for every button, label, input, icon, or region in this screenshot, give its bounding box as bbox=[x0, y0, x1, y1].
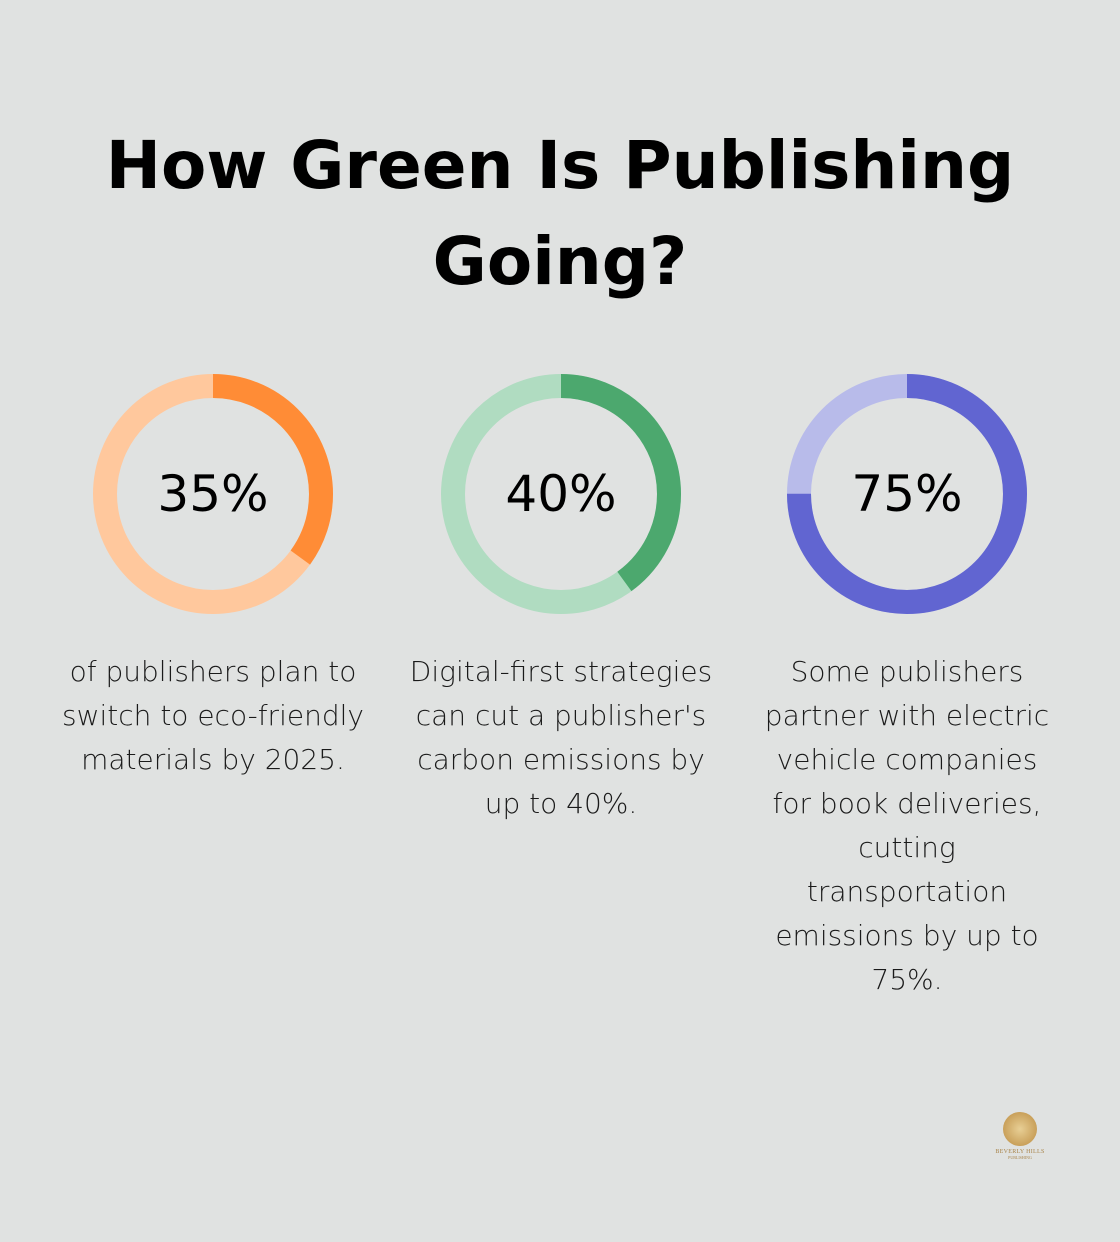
donut-ring-icon bbox=[441, 374, 681, 614]
donut-chart-2: 40% bbox=[441, 374, 681, 614]
stat-description: of publishers plan to switch to eco-frie… bbox=[62, 655, 364, 776]
stat-card-1: 35% of publishers plan to switch to eco-… bbox=[53, 374, 373, 782]
stat-description: Some publishers partner with electric ve… bbox=[764, 655, 1050, 996]
stat-card-3: 75% Some publishers partner with electri… bbox=[747, 374, 1067, 1002]
page-title: How Green Is Publishing Going? bbox=[105, 127, 1015, 300]
donut-chart-1: 35% bbox=[93, 374, 333, 614]
stat-value: 40% bbox=[505, 465, 617, 523]
stat-value: 75% bbox=[851, 465, 963, 523]
logo-name: BEVERLY HILLS bbox=[995, 1149, 1045, 1155]
stat-value: 35% bbox=[157, 465, 269, 523]
brand-logo: BEVERLY HILLS PUBLISHING bbox=[990, 1112, 1050, 1172]
logo-subtitle: PUBLISHING bbox=[1008, 1155, 1032, 1160]
donut-ring-icon bbox=[93, 374, 333, 614]
stat-card-2: 40% Digital-first strategies can cut a p… bbox=[401, 374, 721, 826]
donut-chart-3: 75% bbox=[787, 374, 1027, 614]
donut-ring-icon bbox=[787, 374, 1027, 614]
mandala-logo-icon bbox=[1003, 1112, 1037, 1146]
stat-description: Digital-first strategies can cut a publi… bbox=[409, 655, 713, 820]
